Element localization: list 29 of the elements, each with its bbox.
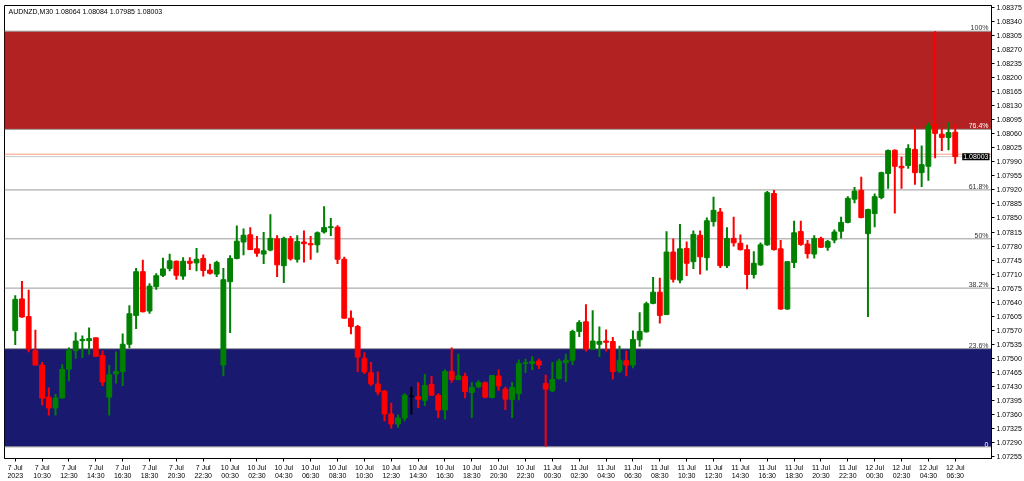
candlestick [811, 234, 818, 260]
candlestick [905, 143, 912, 170]
candlestick [287, 235, 294, 262]
candlestick [502, 385, 509, 411]
candlestick [421, 372, 428, 407]
candlestick [549, 360, 556, 394]
candlestick [294, 234, 301, 264]
candlestick [415, 381, 422, 409]
candlestick [938, 126, 945, 153]
candlestick [495, 368, 502, 392]
candlestick [468, 381, 475, 420]
candlestick [730, 215, 737, 248]
candlestick [945, 121, 952, 152]
candlestick [193, 247, 200, 273]
candlestick [616, 344, 623, 375]
candlestick [697, 229, 704, 276]
candlestick [260, 231, 267, 266]
candlestick [932, 30, 939, 160]
candlestick [912, 125, 918, 186]
candlestick [462, 371, 469, 400]
candlestick [455, 352, 462, 382]
candlestick [180, 256, 187, 281]
candlestick [448, 346, 455, 384]
candlestick [542, 373, 549, 448]
candlestick [683, 240, 690, 278]
candlestick [267, 213, 274, 253]
candlestick [656, 276, 663, 325]
candlestick [173, 259, 180, 281]
candlestick [623, 349, 630, 378]
